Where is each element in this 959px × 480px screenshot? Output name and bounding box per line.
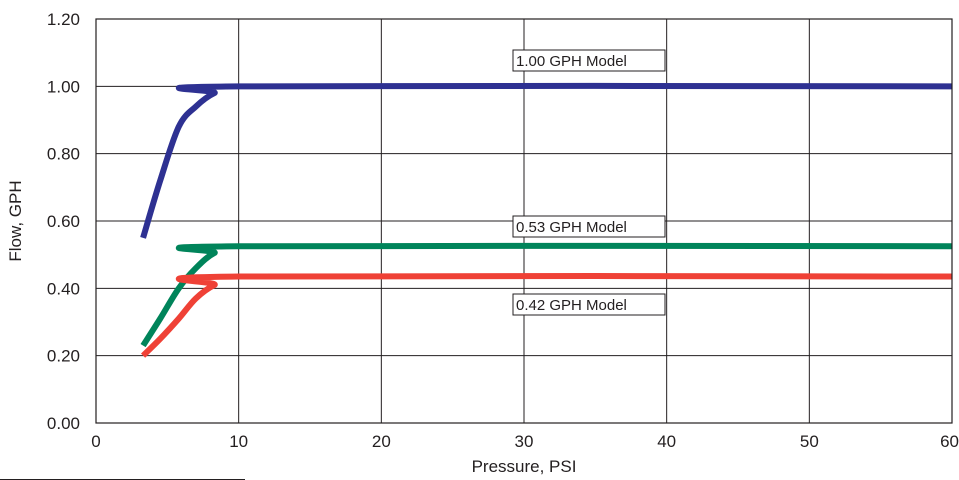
y-tick-label: 0.20 (47, 347, 80, 366)
series-line-2 (140, 242, 953, 348)
x-tick-label: 60 (940, 432, 959, 451)
x-tick-labels: 0 10 20 30 40 50 60 (91, 432, 959, 451)
x-tick-label: 0 (91, 432, 100, 451)
series-label-text: 0.42 GPH Model (516, 297, 627, 314)
x-tick-label: 30 (515, 432, 534, 451)
series-label-text: 0.53 GPH Model (516, 219, 627, 236)
y-tick-label: 1.00 (47, 77, 80, 96)
series-line-1 (140, 82, 953, 239)
series-label-text: 1.00 GPH Model (516, 53, 627, 70)
x-tick-label: 50 (800, 432, 819, 451)
series-label-2: 0.53 GPH Model (512, 215, 666, 238)
y-tick-label: 0.60 (47, 212, 80, 231)
series-label-box (512, 215, 666, 238)
plot-frame (95, 18, 953, 424)
series-labels: 1.00 GPH Model 0.53 GPH Model 0.42 GPH Mod… (512, 49, 666, 316)
x-tick-label: 20 (372, 432, 391, 451)
y-tick-label: 1.20 (47, 10, 80, 29)
series-label-1: 1.00 GPH Model (512, 49, 666, 72)
y-tick-label: 0.80 (47, 145, 80, 164)
y-axis-label: Flow, GPH (6, 180, 25, 261)
x-axis-label: Pressure, PSI (472, 457, 577, 476)
y-tick-label: 0.00 (47, 414, 80, 433)
series-lines (140, 82, 953, 358)
x-tick-label: 10 (229, 432, 248, 451)
y-tick-labels: 0.00 0.20 0.40 0.60 0.80 1.00 1.20 (47, 10, 80, 433)
series-label-box (512, 49, 666, 72)
series-label-3: 0.42 GPH Model (512, 293, 666, 316)
series-line-3 (140, 272, 953, 358)
series-label-box (512, 293, 666, 316)
x-tick-label: 40 (657, 432, 676, 451)
y-tick-label: 0.40 (47, 279, 80, 298)
